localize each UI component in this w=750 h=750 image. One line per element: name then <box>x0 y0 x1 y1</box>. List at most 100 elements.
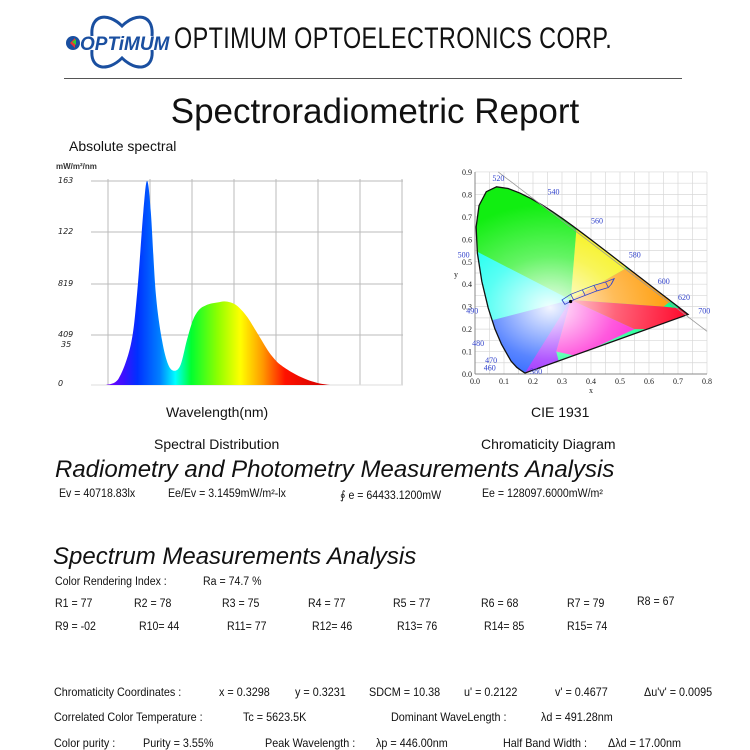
cri-r-value: R7 = 79 <box>567 598 605 610</box>
y-tick-label: 0.7 <box>462 213 472 222</box>
logo-text: OPTiMUM <box>80 34 171 55</box>
y-tick-label: 0.2 <box>462 325 472 334</box>
cri-r-value: R14= 85 <box>484 621 525 633</box>
blackbody-region <box>561 277 616 305</box>
header-divider <box>64 78 682 79</box>
company-name: OPTIMUM OPTOELECTRONICS CORP. <box>174 22 613 55</box>
cri-r-value: R15= 74 <box>567 621 608 633</box>
y-tick-label: 35 <box>61 340 72 349</box>
x-tick-label: 0.3 <box>557 377 567 386</box>
cri-r-value: R10= 44 <box>139 621 180 633</box>
cri-r-value: R1 = 77 <box>55 598 93 610</box>
cri-r-value: R5 = 77 <box>393 598 431 610</box>
x-tick-label: 0.2 <box>528 377 538 386</box>
chromaticity-value: SDCM = 10.38 <box>369 685 441 699</box>
cri-r-value: R2 = 78 <box>134 598 172 610</box>
planckian-guide-line <box>497 171 708 332</box>
spectral-caption: Spectral Distribution <box>154 436 280 452</box>
spectrum-heading: Spectrum Measurements Analysis <box>53 543 417 570</box>
purity-value: Purity = 3.55% <box>143 736 214 750</box>
purity-label: Color purity : <box>54 736 116 750</box>
flux-value: ∮ e = 64433.1200mW <box>340 490 442 502</box>
wavelength-label: 560 <box>591 217 603 226</box>
wavelength-label: 470 <box>485 356 497 365</box>
dominant-wavelength-value: λd = 491.28nm <box>541 710 613 724</box>
spectral-chart-title: Absolute spectral <box>69 138 177 154</box>
radiometry-heading: Radiometry and Photometry Measurements A… <box>55 456 615 483</box>
y-tick-label: 0.3 <box>462 303 472 312</box>
wavelength-label: 700 <box>698 306 710 315</box>
y-tick-label: 0.9 <box>462 168 472 177</box>
y-tick-label: 0 <box>58 379 64 388</box>
y-tick-label: 163 <box>58 176 74 185</box>
spectral-curve <box>106 181 330 385</box>
y-tick-label: 122 <box>58 227 74 236</box>
chromaticity-value: Δu'v' = 0.0095 <box>644 685 713 699</box>
wavelength-label: 380 <box>530 367 542 376</box>
wavelength-label: 480 <box>472 339 484 348</box>
chromaticity-value: x = 0.3298 <box>219 685 270 699</box>
cct-label: Correlated Color Temperature : <box>54 710 203 724</box>
y-tick-label: 0.1 <box>462 348 472 357</box>
peak-wavelength-label: Peak Wavelength : <box>265 736 356 750</box>
wavelength-label: 490 <box>466 306 478 315</box>
logo-orbit-icon: OPTiMUM <box>66 15 171 69</box>
measured-point <box>569 299 573 304</box>
x-tick-label: 0.6 <box>644 377 654 386</box>
cri-r-value: R11= 77 <box>227 621 267 633</box>
spectral-y-unit: mW/m²/nm <box>56 162 97 171</box>
half-band-width-label: Half Band Width : <box>503 736 588 750</box>
spectral-x-label: Wavelength(nm) <box>166 404 269 420</box>
cie-chart: 0.0 0.1 0.2 0.3 0.4 0.5 0.6 0.7 0.8 0.0 0.1 0.2 0.3 0… <box>454 168 712 395</box>
cri-r-value: R3 = 75 <box>222 598 260 610</box>
half-band-width-value: Δλd = 17.00nm <box>608 736 681 750</box>
cri-r-value: R4 = 77 <box>308 598 346 610</box>
y-tick-label: 0.0 <box>462 370 472 379</box>
y-tick-label: 819 <box>58 279 74 288</box>
y-tick-label: 0.8 <box>462 190 472 199</box>
cri-label: Color Rendering Index : <box>55 576 167 588</box>
cri-r-value: R9 = -02 <box>55 621 96 633</box>
cri-r-value: R8 = 67 <box>637 596 675 608</box>
y-tick-label: 409 <box>58 330 74 339</box>
dominant-wavelength-label: Dominant WaveLength : <box>391 710 507 724</box>
chromaticity-value: y = 0.3231 <box>295 685 346 699</box>
y-tick-label: 0.4 <box>462 280 472 289</box>
spectral-locus <box>475 186 690 374</box>
cie-caption: Chromaticity Diagram <box>481 436 616 452</box>
cri-value: Ra = 74.7 % <box>203 576 262 588</box>
y-tick-label: 0.6 <box>462 235 472 244</box>
chromaticity-label: Chromaticity Coordinates : <box>54 685 182 699</box>
wavelength-label: 500 <box>458 250 470 259</box>
cie-x-label: x <box>589 386 593 395</box>
wavelength-label: 520 <box>492 174 504 183</box>
ee-ev-value: Ee/Ev = 3.1459mW/m²-lx <box>168 488 286 500</box>
y-tick-label: 0.5 <box>462 258 472 267</box>
x-tick-label: 0.7 <box>673 377 683 386</box>
cri-r-value: R12= 46 <box>312 621 353 633</box>
wavelength-label: 540 <box>548 187 560 196</box>
x-tick-label: 0.8 <box>702 377 712 386</box>
spectral-chart <box>91 179 403 386</box>
wavelength-label: 600 <box>658 277 670 286</box>
company-logo: OPTiMUM <box>64 8 176 74</box>
cri-r-value: R6 = 68 <box>481 598 519 610</box>
cct-value: Tc = 5623.5K <box>243 710 307 724</box>
cie-y-label: y <box>454 270 458 279</box>
chromaticity-value: v' = 0.4677 <box>555 685 608 699</box>
wavelength-label: 620 <box>678 293 690 302</box>
chromaticity-value: u' = 0.2122 <box>464 685 518 699</box>
peak-wavelength-value: λp = 446.00nm <box>376 736 448 750</box>
x-tick-label: 0.0 <box>470 377 480 386</box>
cie-gamut <box>476 186 689 373</box>
x-tick-label: 0.4 <box>586 377 596 386</box>
x-tick-label: 0.5 <box>615 377 625 386</box>
ev-value: Ev = 40718.83lx <box>59 488 136 500</box>
report-title: Spectroradiometric Report <box>170 92 580 131</box>
cie-title: CIE 1931 <box>531 404 590 420</box>
wavelength-label: 580 <box>629 250 641 259</box>
wavelength-label: 460 <box>484 364 496 373</box>
x-tick-label: 0.1 <box>499 377 509 386</box>
cri-r-value: R13= 76 <box>397 621 438 633</box>
ee-value: Ee = 128097.6000mW/m² <box>482 488 603 500</box>
